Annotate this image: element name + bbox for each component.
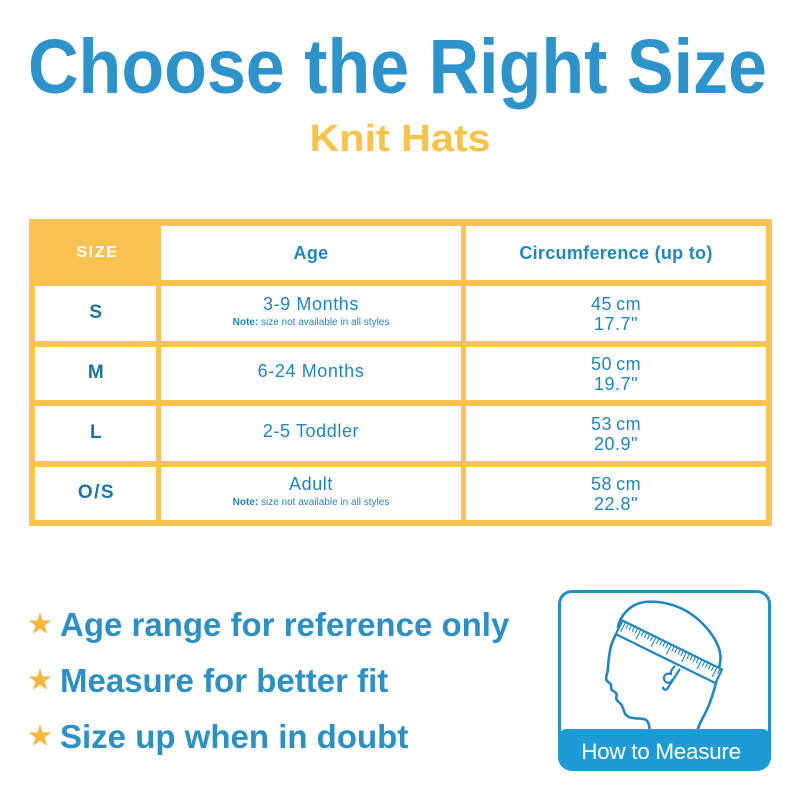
svg-text:Choose the Right Size: Choose the Right Size xyxy=(28,24,767,110)
svg-text:Knit Hats: Knit Hats xyxy=(310,118,491,160)
